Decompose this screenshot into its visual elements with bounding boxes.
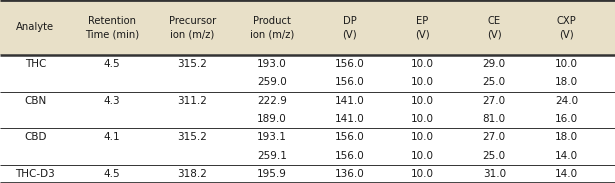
- Text: 25.0: 25.0: [483, 151, 506, 160]
- Bar: [0, 0, 615, 55]
- Text: 16.0: 16.0: [555, 114, 578, 124]
- Text: 25.0: 25.0: [483, 77, 506, 87]
- Text: 193.1: 193.1: [257, 132, 287, 142]
- Text: 10.0: 10.0: [411, 151, 434, 160]
- Text: 14.0: 14.0: [555, 151, 578, 160]
- Text: THC-D3: THC-D3: [15, 169, 55, 179]
- Text: Retention
Time (min): Retention Time (min): [85, 16, 140, 39]
- Text: 31.0: 31.0: [483, 169, 506, 179]
- Text: 156.0: 156.0: [335, 132, 365, 142]
- Text: 10.0: 10.0: [411, 132, 434, 142]
- Text: 4.3: 4.3: [104, 96, 121, 106]
- Text: Analyte: Analyte: [17, 23, 54, 32]
- Text: 10.0: 10.0: [411, 96, 434, 106]
- Text: CBD: CBD: [24, 132, 47, 142]
- Text: CE
(V): CE (V): [487, 16, 502, 39]
- Text: Product
ion (m/z): Product ion (m/z): [250, 16, 294, 39]
- Text: 4.5: 4.5: [104, 169, 121, 179]
- Text: EP
(V): EP (V): [415, 16, 429, 39]
- Text: 195.9: 195.9: [257, 169, 287, 179]
- Text: 10.0: 10.0: [411, 59, 434, 69]
- Text: 14.0: 14.0: [555, 169, 578, 179]
- Text: 156.0: 156.0: [335, 77, 365, 87]
- Text: 136.0: 136.0: [335, 169, 365, 179]
- Text: 18.0: 18.0: [555, 77, 578, 87]
- Text: 4.5: 4.5: [104, 59, 121, 69]
- Text: 27.0: 27.0: [483, 132, 506, 142]
- Text: 222.9: 222.9: [257, 96, 287, 106]
- Text: 156.0: 156.0: [335, 59, 365, 69]
- Text: 259.0: 259.0: [257, 77, 287, 87]
- Text: Precursor
ion (m/z): Precursor ion (m/z): [169, 16, 216, 39]
- Text: 10.0: 10.0: [411, 169, 434, 179]
- Text: 318.2: 318.2: [177, 169, 207, 179]
- Text: 315.2: 315.2: [177, 132, 207, 142]
- Text: CBN: CBN: [24, 96, 47, 106]
- Text: 311.2: 311.2: [177, 96, 207, 106]
- Text: 81.0: 81.0: [483, 114, 506, 124]
- Text: 10.0: 10.0: [411, 77, 434, 87]
- Text: 141.0: 141.0: [335, 96, 365, 106]
- Text: 156.0: 156.0: [335, 151, 365, 160]
- Text: 27.0: 27.0: [483, 96, 506, 106]
- Text: 189.0: 189.0: [257, 114, 287, 124]
- Text: 259.1: 259.1: [257, 151, 287, 160]
- Text: 193.0: 193.0: [257, 59, 287, 69]
- Text: CXP
(V): CXP (V): [557, 16, 576, 39]
- Text: 141.0: 141.0: [335, 114, 365, 124]
- Text: 4.1: 4.1: [104, 132, 121, 142]
- Text: 24.0: 24.0: [555, 96, 578, 106]
- Text: 29.0: 29.0: [483, 59, 506, 69]
- Text: 18.0: 18.0: [555, 132, 578, 142]
- Text: THC: THC: [25, 59, 46, 69]
- Text: 10.0: 10.0: [555, 59, 578, 69]
- Text: 10.0: 10.0: [411, 114, 434, 124]
- Text: DP
(V): DP (V): [343, 16, 357, 39]
- Text: 315.2: 315.2: [177, 59, 207, 69]
